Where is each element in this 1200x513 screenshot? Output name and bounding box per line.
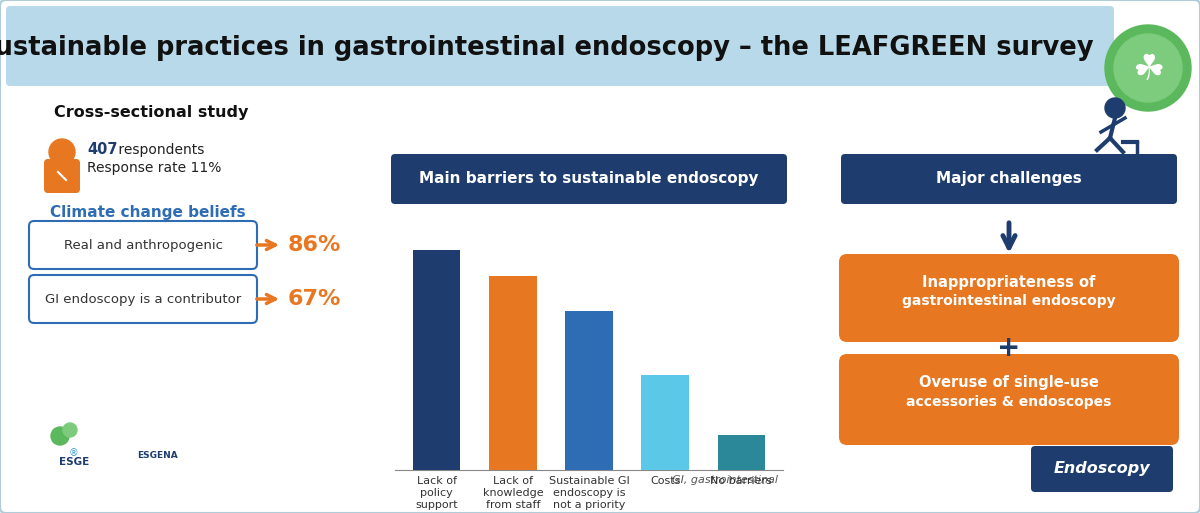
Text: accessories & endoscopes: accessories & endoscopes: [906, 395, 1111, 409]
Circle shape: [64, 423, 77, 437]
Text: Climate change beliefs: Climate change beliefs: [50, 205, 246, 220]
Text: ☘: ☘: [1132, 53, 1164, 87]
Text: Inappropriateness of: Inappropriateness of: [923, 275, 1096, 290]
Text: 67%: 67%: [287, 289, 341, 309]
Text: Overuse of single-use: Overuse of single-use: [919, 376, 1099, 390]
Text: GI, gastrointestinal: GI, gastrointestinal: [672, 475, 778, 485]
Text: Endoscopy: Endoscopy: [1054, 462, 1151, 477]
Bar: [642, 375, 689, 470]
FancyBboxPatch shape: [6, 6, 1114, 86]
FancyBboxPatch shape: [1031, 446, 1174, 492]
Bar: [413, 250, 461, 470]
Text: Response rate 11%: Response rate 11%: [88, 161, 221, 175]
Text: Sustainable practices in gastrointestinal endoscopy – the LEAFGREEN survey: Sustainable practices in gastrointestina…: [0, 35, 1093, 61]
Text: Cross-sectional study: Cross-sectional study: [54, 105, 248, 120]
FancyBboxPatch shape: [839, 254, 1178, 342]
FancyBboxPatch shape: [29, 275, 257, 323]
Circle shape: [50, 427, 70, 445]
Circle shape: [124, 421, 191, 489]
FancyBboxPatch shape: [44, 159, 80, 193]
FancyBboxPatch shape: [841, 154, 1177, 204]
Text: Real and anthropogenic: Real and anthropogenic: [64, 239, 222, 251]
FancyBboxPatch shape: [391, 154, 787, 204]
Text: Main barriers to sustainable endoscopy: Main barriers to sustainable endoscopy: [419, 171, 758, 187]
Circle shape: [1105, 25, 1190, 111]
Text: ®: ®: [70, 448, 79, 458]
Circle shape: [49, 139, 74, 165]
Text: ESGE: ESGE: [59, 457, 89, 467]
Text: respondents: respondents: [114, 143, 204, 157]
Circle shape: [1114, 34, 1182, 102]
Text: 86%: 86%: [287, 235, 341, 255]
Bar: [718, 435, 764, 470]
Bar: [490, 276, 536, 470]
FancyBboxPatch shape: [839, 354, 1178, 445]
Bar: [565, 311, 612, 470]
Text: gastrointestinal endoscopy: gastrointestinal endoscopy: [902, 294, 1116, 308]
FancyBboxPatch shape: [29, 221, 257, 269]
Circle shape: [40, 421, 108, 489]
Text: +: +: [997, 334, 1021, 362]
Circle shape: [1105, 98, 1126, 118]
Text: Major challenges: Major challenges: [936, 171, 1082, 187]
Text: GI endoscopy is a contributor: GI endoscopy is a contributor: [44, 292, 241, 306]
Text: 407: 407: [88, 143, 118, 157]
Text: ESGENA: ESGENA: [137, 450, 178, 460]
